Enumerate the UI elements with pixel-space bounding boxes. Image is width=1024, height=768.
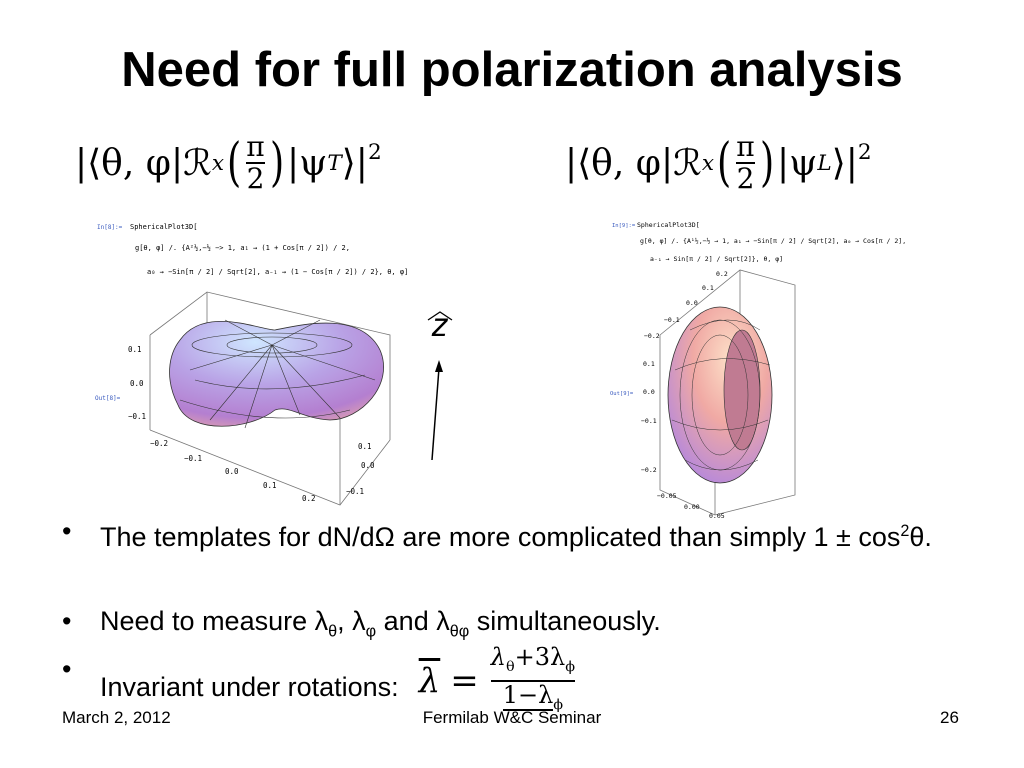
f-part: |ψ	[777, 142, 818, 184]
f-part: ℛ	[673, 142, 702, 184]
formula-part: λ	[418, 660, 441, 701]
tick-label: 0.0	[686, 299, 698, 307]
f-part: T	[327, 150, 342, 176]
formula-part: ϕ	[565, 658, 576, 675]
tick-label: −0.1	[641, 417, 657, 425]
f-part: π	[246, 130, 265, 164]
code-line: a₋₁ → Sin[π / 2] / Sqrt[2]}, θ, φ]	[650, 255, 783, 263]
tick-label: −0.2	[644, 332, 660, 340]
tick-label: 0.1	[263, 481, 277, 490]
f-part: x	[211, 150, 224, 176]
f-part: π	[736, 130, 755, 164]
f-part: 2	[367, 140, 382, 165]
bullet: Need to measure λθ, λφ and λθφ simultane…	[62, 602, 942, 650]
tick-label: 0.0	[361, 461, 375, 470]
f-part: 2	[736, 162, 755, 195]
f-part: 2	[857, 140, 872, 165]
code-line: g[θ, φ] /. {A¹½,−½ → 1, a₁ → −Sin[π / 2]…	[640, 237, 906, 245]
f-part: ℛ	[183, 142, 212, 184]
code-line: g[θ, φ] /. {A²½,−½ −> 1, a₁ → (1 + Cos[π…	[135, 244, 350, 252]
tick-label: −0.2	[150, 439, 168, 448]
subscript: θ	[328, 622, 338, 641]
tick-label: 0.2	[302, 494, 316, 503]
f-part: |⟨θ, φ|	[565, 142, 674, 184]
subscript: φ	[365, 622, 377, 641]
code-line: SphericalPlot3D[	[130, 223, 197, 231]
bullet: The templates for dN/dΩ are more complic…	[62, 512, 942, 556]
f-part: |⟨θ, φ|	[75, 142, 184, 184]
bullet-text: The templates for dN/dΩ are more complic…	[100, 522, 901, 552]
input-label: In[9]:=	[612, 223, 636, 229]
f-part: x	[701, 150, 714, 176]
tick-label: 0.0	[643, 388, 655, 396]
superscript: 2	[900, 522, 910, 540]
footer-date: March 2, 2012	[62, 708, 171, 727]
slide-title: Need for full polarization analysis	[121, 43, 903, 97]
arrow-head	[435, 360, 443, 372]
tick-label: −0.1	[128, 412, 146, 421]
tick-label: −0.1	[184, 454, 202, 463]
z-arrow	[431, 367, 440, 461]
hat	[427, 311, 453, 321]
page-number: 26	[940, 708, 959, 727]
tick-label: 0.1	[358, 442, 372, 451]
formula-part: λ	[490, 643, 506, 671]
input-label: In[8]:=	[97, 224, 123, 231]
tick-label: −0.1	[664, 316, 680, 324]
formula-part: +3λ	[514, 643, 566, 671]
bullet: Invariant under rotations: λ = λθ+3λϕ 1−…	[62, 644, 942, 724]
tick-label: −0.1	[346, 487, 364, 496]
formula-part: 1−λ	[502, 680, 554, 711]
f-part: ⟩|	[341, 142, 368, 184]
formula-part: ϕ	[553, 696, 564, 713]
bullet-text: Invariant under rotations:	[100, 671, 399, 702]
bullet-text: simultaneously.	[469, 606, 661, 636]
footer-event: Fermilab W&C Seminar	[422, 708, 602, 727]
tick-label: 0.2	[716, 270, 728, 278]
f-part: ⟩|	[831, 142, 858, 184]
tick-label: 0.00	[684, 503, 700, 511]
code-line: SphericalPlot3D[	[637, 221, 700, 229]
subscript: θφ	[449, 622, 470, 641]
output-label: Out[9]=	[610, 391, 634, 397]
tick-label: −0.05	[657, 492, 677, 500]
f-part: 2	[246, 162, 265, 195]
tick-label: −0.2	[641, 466, 657, 474]
formula-part: =	[450, 660, 479, 701]
tick-label: 0.0	[130, 379, 144, 388]
f-part: L	[817, 150, 832, 176]
code-line: a₀ → −Sin[π / 2] / Sqrt[2], a₋₁ → (1 − C…	[147, 268, 408, 276]
tick-label: 0.1	[702, 284, 714, 292]
bullet-text: and λ	[376, 606, 450, 636]
bullet-text: Need to measure λ	[100, 606, 329, 636]
output-label: Out[8]=	[95, 395, 121, 402]
formula-part: θ	[505, 658, 515, 675]
tick-label: 0.1	[643, 360, 655, 368]
tick-label: 0.1	[128, 345, 142, 354]
tick-label: 0.0	[225, 467, 239, 476]
bullet-text: θ.	[909, 522, 932, 552]
bullet-text: , λ	[337, 606, 366, 636]
f-part: |ψ	[287, 142, 328, 184]
